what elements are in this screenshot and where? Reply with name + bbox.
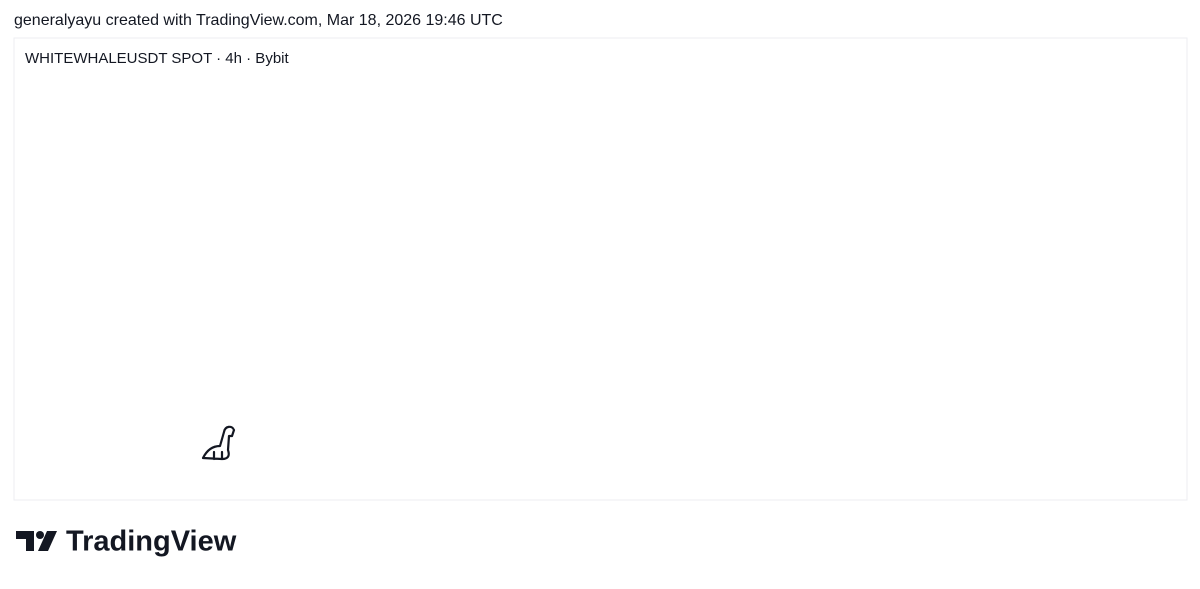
brand: TradingView	[66, 526, 237, 558]
attribution: generalyayu created with TradingView.com…	[14, 12, 503, 29]
chart-frame	[13, 37, 1188, 501]
dino-icon	[201, 425, 236, 461]
chart-title: WHITEWHALEUSDT SPOT · 4h · Bybit	[25, 50, 289, 67]
tradingview-logo	[16, 531, 57, 551]
